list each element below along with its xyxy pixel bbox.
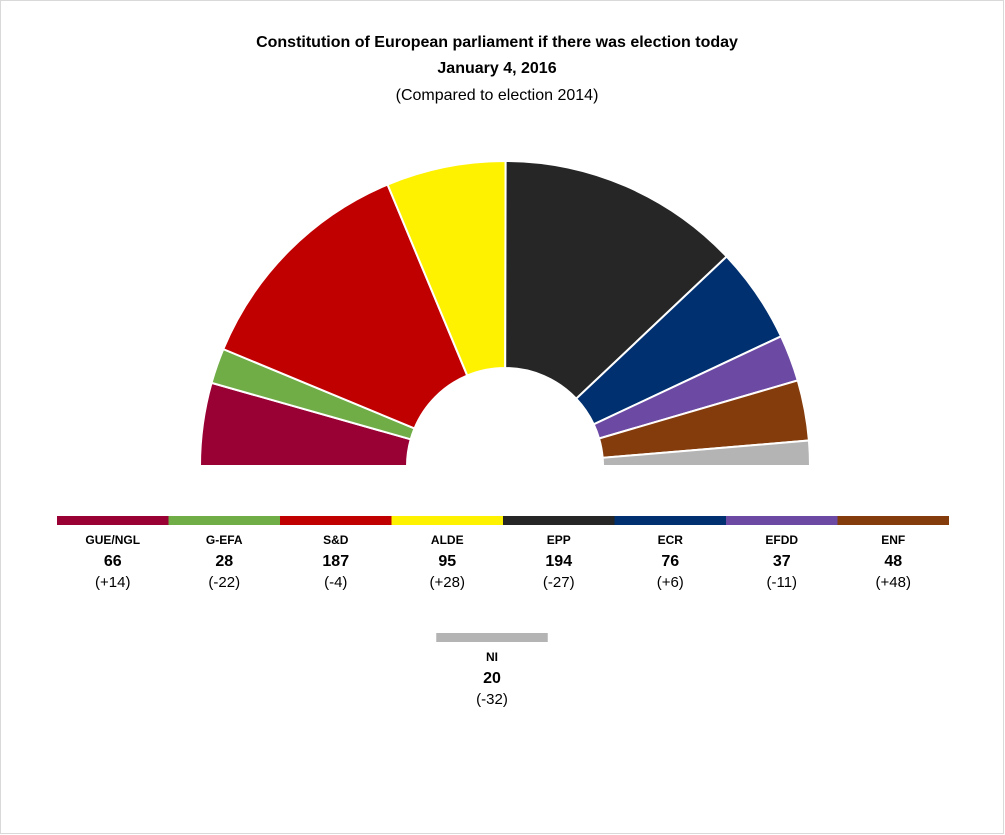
legend-change: (+14) [95, 574, 130, 591]
chart-subtitle: January 4, 2016 [437, 60, 556, 77]
legend-name: EFDD [765, 533, 798, 547]
legend-value: 28 [215, 553, 233, 570]
legend-swatch [726, 516, 838, 525]
legend-name: NI [486, 650, 498, 664]
seat-slice [221, 183, 469, 430]
legend-value: 48 [884, 553, 902, 570]
legend-value: 37 [773, 553, 791, 570]
legend-swatch [614, 516, 726, 525]
legend-value: 95 [438, 553, 456, 570]
legend-value: 187 [322, 553, 349, 570]
legend-swatch [168, 516, 280, 525]
legend-swatch [391, 516, 503, 525]
legend-value: 66 [104, 553, 122, 570]
legend-change: (-11) [766, 574, 797, 591]
legend-name: ALDE [431, 533, 464, 547]
legend-name: G-EFA [206, 533, 243, 547]
legend-name: GUE/NGL [85, 533, 140, 547]
legend-value: 20 [483, 670, 501, 687]
legend-value: 194 [545, 553, 572, 570]
legend-name: EPP [547, 533, 571, 547]
legend-name: ECR [658, 533, 684, 547]
legend-name: S&D [323, 533, 349, 547]
legend-change: (-27) [543, 574, 575, 591]
legend-change: (+28) [430, 574, 465, 591]
legend-swatch [436, 633, 548, 642]
legend-value: 76 [661, 553, 679, 570]
seat-slice [601, 439, 812, 467]
legend-swatch [280, 516, 392, 525]
legend-swatch [503, 516, 615, 525]
legend-change: (-32) [476, 691, 508, 708]
legend-change: (+48) [876, 574, 911, 591]
legend-change: (-22) [208, 574, 240, 591]
legend-swatch [57, 516, 169, 525]
legend-change: (-4) [324, 574, 347, 591]
chart-title: Constitution of European parliament if t… [256, 34, 738, 51]
seat-slice [504, 159, 729, 401]
legend-name: ENF [881, 533, 905, 547]
legend-swatch [837, 516, 949, 525]
chart-note: (Compared to election 2014) [396, 87, 599, 104]
legend-change: (+6) [657, 574, 684, 591]
